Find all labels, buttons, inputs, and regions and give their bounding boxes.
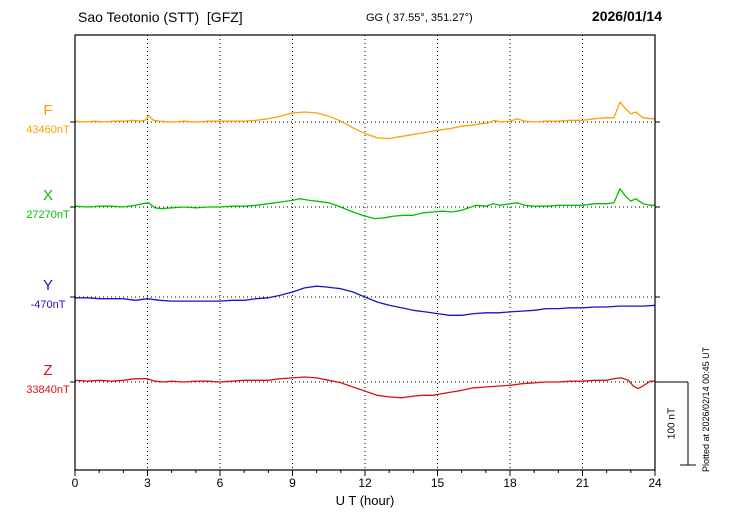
trace-Z — [74, 376, 655, 399]
trace-Y — [75, 285, 656, 316]
x-axis-label: U T (hour) — [335, 493, 395, 508]
station-title: Sao Teotonio (STT) [GFZ] — [78, 9, 243, 25]
trace-X — [74, 188, 655, 220]
x-tick-label-12: 12 — [358, 476, 372, 490]
series-name-Y: Y — [42, 277, 53, 294]
series-base-value-F: 43460nT — [26, 124, 70, 136]
x-tick-label-24: 24 — [648, 476, 662, 490]
x-tick-label-21: 21 — [575, 476, 590, 490]
trace-F — [74, 101, 655, 140]
series-name-Z: Z — [43, 362, 53, 379]
series-base-value-X: 27270nT — [26, 209, 70, 221]
series-name-F: F — [43, 102, 53, 119]
x-tick-label-0: 0 — [71, 476, 79, 490]
record-date: 2026/01/14 — [591, 8, 662, 24]
x-tick-label-3: 3 — [144, 476, 151, 490]
geographic-coordinates: GG ( 37.55°, 351.27°) — [366, 12, 473, 24]
series-name-X: X — [42, 187, 53, 204]
x-tick-label-15: 15 — [430, 476, 445, 490]
scale-bar-label: 100 nT — [666, 407, 678, 440]
x-tick-label-9: 9 — [289, 476, 296, 490]
plot-frame — [74, 34, 656, 471]
plotted-at-note: Plotted at 2026/02/14 00:45 UT — [701, 346, 711, 472]
series-base-value-Y: -470nT — [30, 299, 66, 311]
x-tick-label-6: 6 — [216, 476, 224, 490]
series-base-value-Z: 33840nT — [26, 384, 70, 396]
x-tick-label-18: 18 — [503, 476, 517, 490]
